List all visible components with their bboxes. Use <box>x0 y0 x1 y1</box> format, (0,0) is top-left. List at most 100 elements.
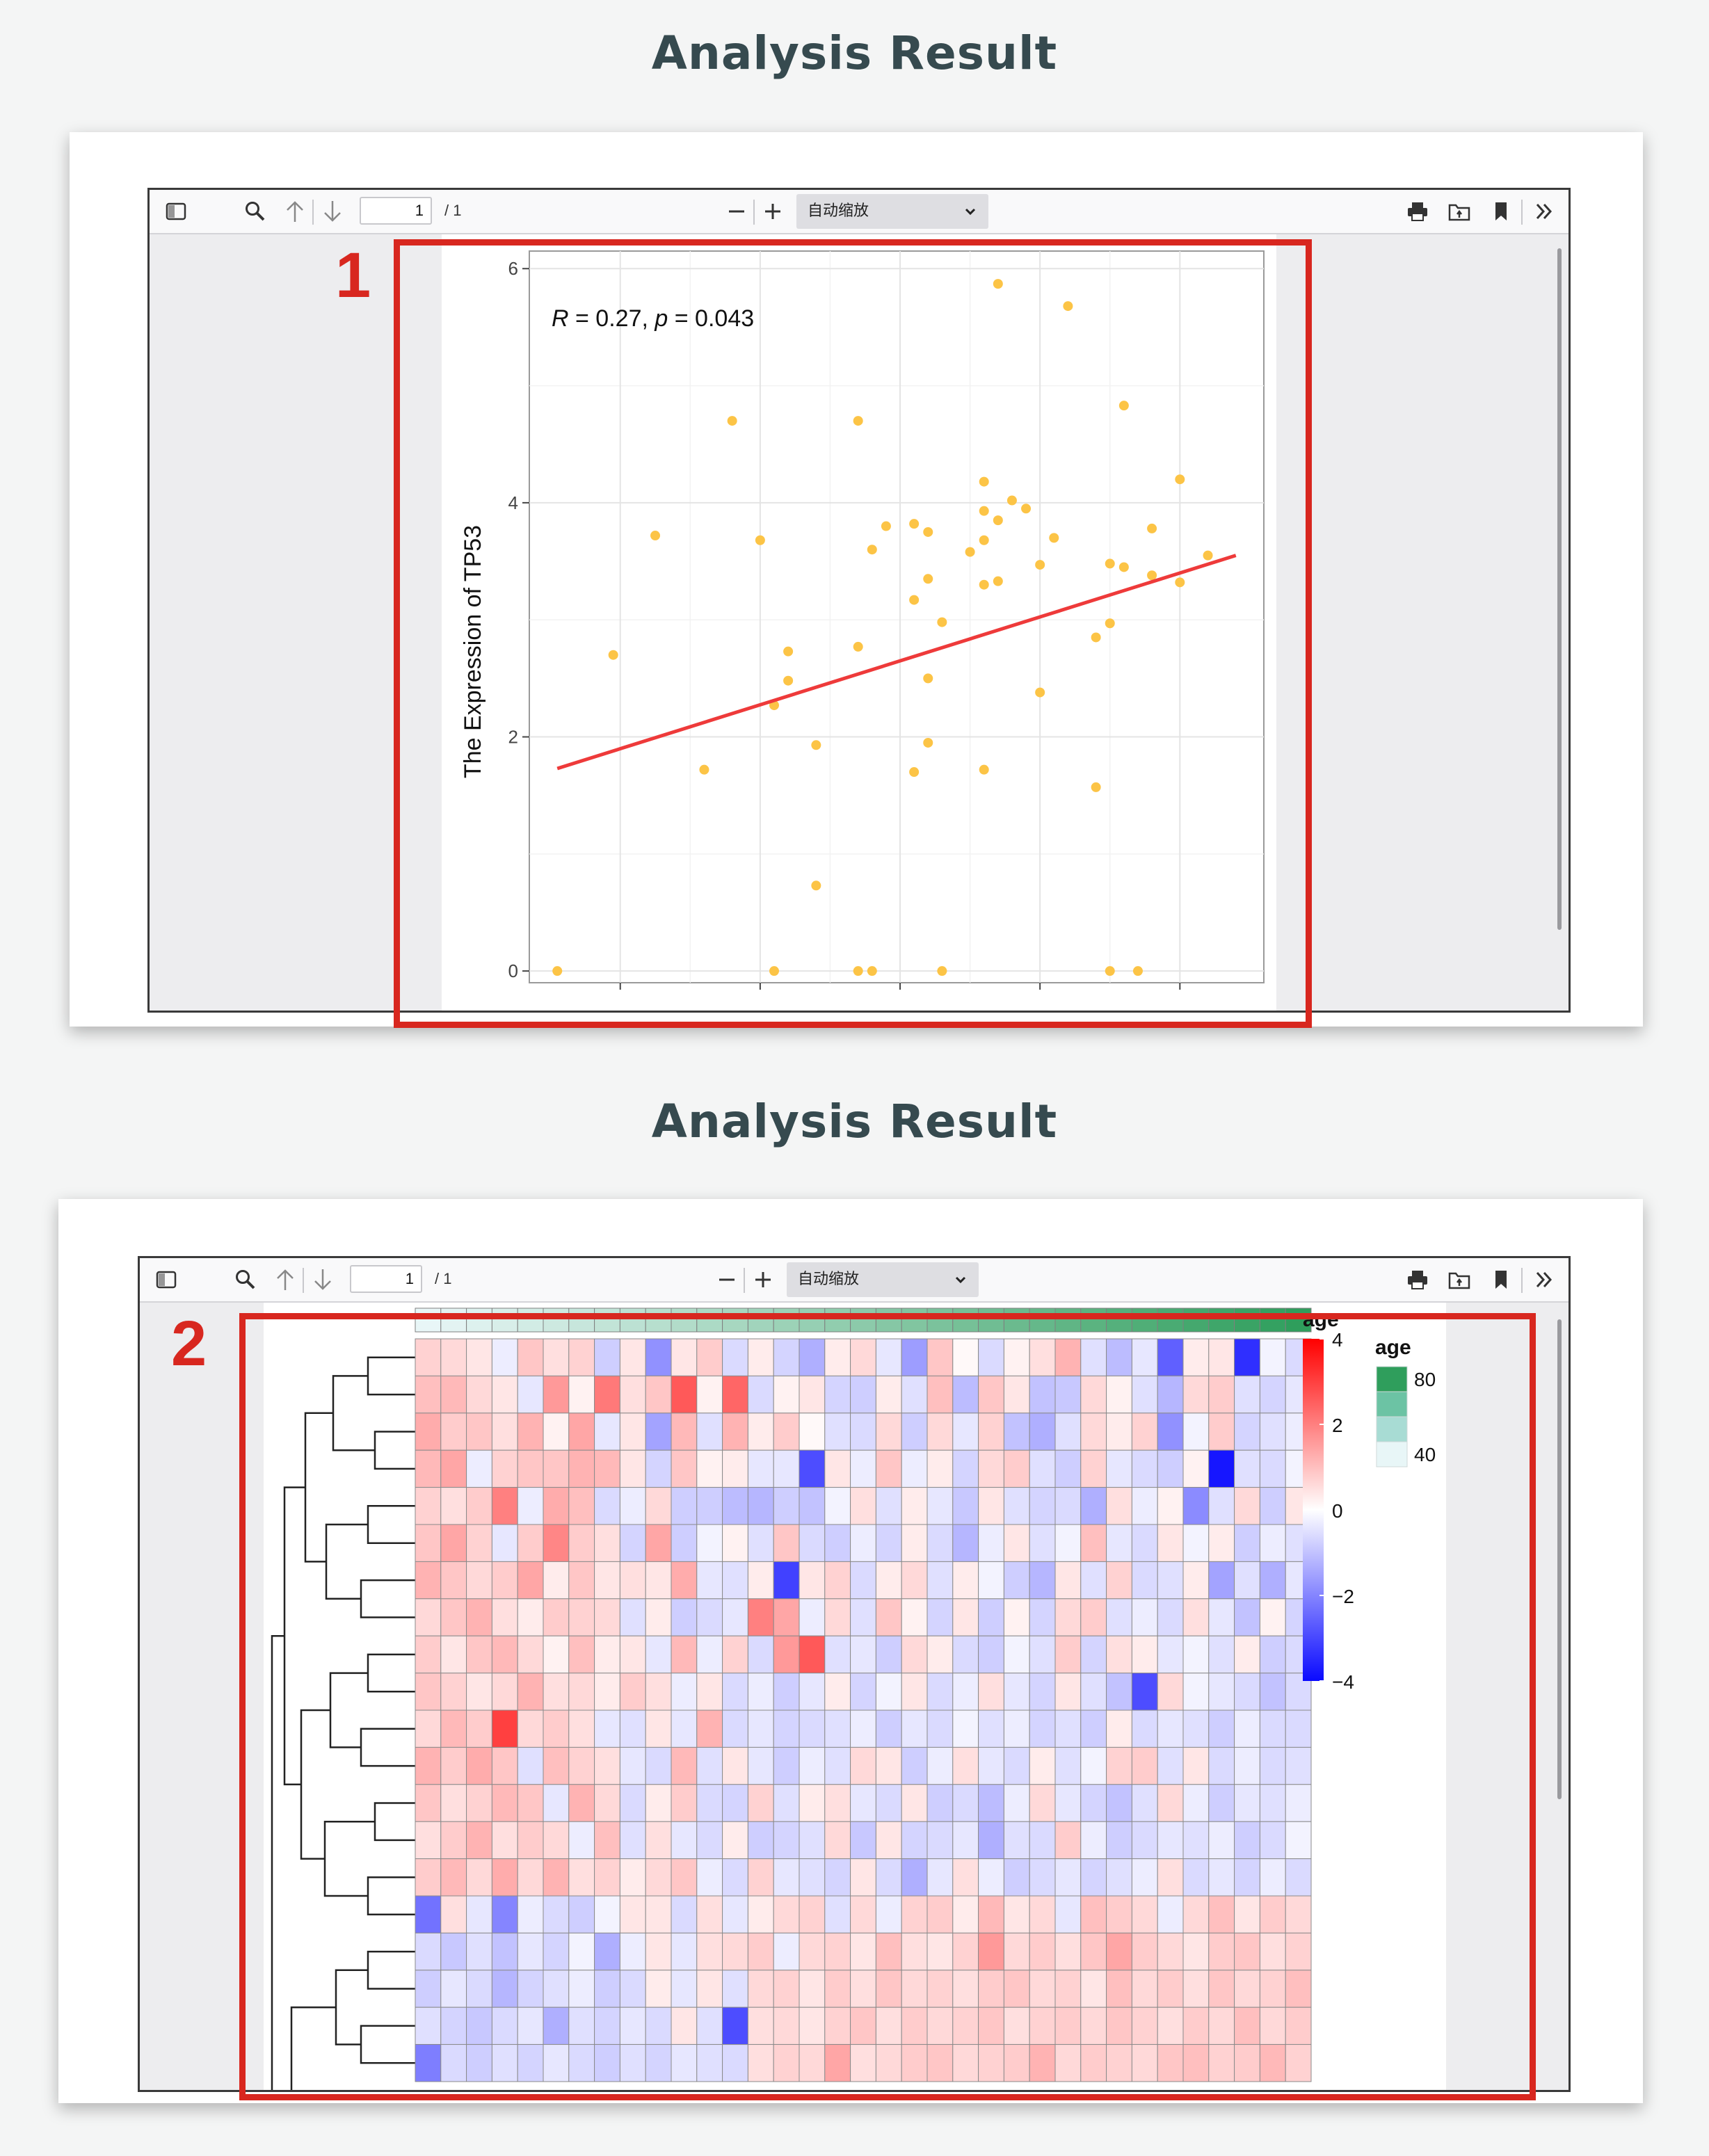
zoom-in-icon[interactable] <box>757 190 788 233</box>
heatmap-cell <box>1234 2044 1260 2082</box>
heatmap-cell <box>875 2044 902 2082</box>
heatmap-cell <box>671 1487 698 1525</box>
heatmap-cell <box>952 1932 979 1971</box>
scatter-point <box>1021 504 1032 514</box>
heatmap-cell <box>773 1413 800 1451</box>
heatmap-cell <box>850 1449 876 1488</box>
heatmap-cell <box>466 1375 492 1414</box>
heatmap-cell <box>594 1746 620 1785</box>
page-number-input[interactable]: 1 <box>360 197 432 225</box>
zoom-out-icon[interactable] <box>712 1258 742 1301</box>
zoom-select[interactable]: 自动缩放 <box>787 1262 979 1297</box>
scatter-point <box>923 673 933 684</box>
heatmap-cell <box>543 1970 570 2008</box>
heatmap-cell <box>645 1561 672 1600</box>
heatmap-cell <box>1003 1895 1030 1933</box>
heatmap-cell <box>901 1375 928 1414</box>
zoom-out-icon[interactable] <box>721 190 752 233</box>
heatmap-cell <box>1080 1449 1107 1488</box>
heatmap-cell <box>1131 2044 1158 2082</box>
heatmap-cell <box>850 1338 876 1376</box>
heatmap-cell <box>1208 1635 1235 1674</box>
heatmap-cell <box>926 1487 954 1525</box>
sidebar-toggle-icon[interactable] <box>148 1258 184 1301</box>
heatmap-cell <box>696 1449 723 1488</box>
scrollbar-thumb[interactable] <box>1557 248 1562 930</box>
search-icon[interactable] <box>237 190 273 233</box>
double-chevron-icon[interactable] <box>1527 190 1562 233</box>
heatmap-cell <box>517 1598 544 1636</box>
heatmap-cell <box>1131 1487 1158 1525</box>
scrollbar-thumb[interactable] <box>1557 1319 1562 1799</box>
sidebar-toggle-icon[interactable] <box>158 190 194 233</box>
heatmap-cell <box>799 1635 826 1674</box>
heatmap-cell <box>1029 1746 1056 1785</box>
heatmap-cell <box>952 1635 979 1674</box>
double-chevron-icon[interactable] <box>1527 1258 1562 1301</box>
heatmap-cell <box>619 1932 646 1971</box>
heatmap-cell <box>1157 2006 1184 2045</box>
zoom-in-icon[interactable] <box>748 1258 778 1301</box>
heatmap-cell <box>850 1970 876 2008</box>
heatmap-cell <box>1003 2044 1030 2082</box>
print-icon[interactable] <box>1400 1258 1435 1301</box>
heatmap-cell <box>466 1932 492 1971</box>
heatmap-cell <box>1106 2044 1132 2082</box>
heatmap-cell <box>1003 1487 1030 1525</box>
heatmap-cell <box>824 1784 851 1822</box>
heatmap-cell <box>824 1524 851 1562</box>
heatmap-cell <box>901 1487 928 1525</box>
heatmap-cell <box>440 1635 467 1674</box>
arrow-up-icon[interactable] <box>269 1258 301 1301</box>
highlight-box-1 <box>394 239 1312 1028</box>
arrow-up-icon[interactable] <box>279 190 311 233</box>
heatmap-cell <box>1157 1487 1184 1525</box>
heatmap-cell <box>568 1821 595 1860</box>
heatmap-cell <box>415 1970 442 2008</box>
zoom-select[interactable]: 自动缩放 <box>796 194 988 229</box>
heatmap-cell <box>517 1858 544 1897</box>
color-legend-label: 2 <box>1332 1415 1343 1436</box>
heatmap-cell <box>1208 1673 1235 1711</box>
heatmap-cell <box>1106 2006 1132 2045</box>
heatmap-cell <box>517 1821 544 1860</box>
pdf-page: 0 2 4 6 R = 0.27, p = 0.043 The Expression … <box>442 234 1276 1011</box>
heatmap-cell <box>722 1338 748 1376</box>
heatmap-cell <box>1285 1858 1312 1897</box>
heatmap-cell <box>1259 1746 1286 1785</box>
heatmap-cell <box>747 1375 774 1414</box>
heatmap-cell <box>978 1970 1004 2008</box>
arrow-down-icon[interactable] <box>316 190 348 233</box>
heatmap-cell <box>440 1561 467 1600</box>
heatmap-cell <box>1234 1487 1260 1525</box>
heatmap-cell <box>696 1673 723 1711</box>
heatmap-cell <box>517 1746 544 1785</box>
heatmap-cell <box>415 1746 442 1785</box>
heatmap-cell <box>1106 1338 1132 1376</box>
heatmap-cell <box>1080 1746 1107 1785</box>
bookmark-icon[interactable] <box>1484 190 1518 233</box>
heatmap-cell <box>799 1375 826 1414</box>
open-file-icon[interactable] <box>1442 190 1477 233</box>
heatmap-cell <box>1054 1524 1082 1562</box>
section-title-1: Analysis Result <box>651 26 1058 80</box>
scatter-point <box>979 764 989 775</box>
page-number-input[interactable]: 1 <box>350 1265 422 1293</box>
heatmap-cell <box>1054 2044 1082 2082</box>
bookmark-icon[interactable] <box>1484 1258 1518 1301</box>
y-tick-label: 4 <box>508 492 518 513</box>
search-icon[interactable] <box>227 1258 264 1301</box>
arrow-down-icon[interactable] <box>307 1258 339 1301</box>
heatmap-cell <box>926 2044 954 2082</box>
color-legend-label: 0 <box>1332 1500 1343 1522</box>
heatmap-cell <box>1259 1970 1286 2008</box>
heatmap-cell <box>415 1709 442 1748</box>
heatmap-cell <box>543 1746 570 1785</box>
scatter-point <box>608 650 618 660</box>
scatter-point <box>881 521 891 531</box>
heatmap-cell <box>1003 1635 1030 1674</box>
open-file-icon[interactable] <box>1442 1258 1477 1301</box>
heatmap-cell <box>491 1746 518 1785</box>
print-icon[interactable] <box>1400 190 1435 233</box>
heatmap-cell <box>824 1746 851 1785</box>
